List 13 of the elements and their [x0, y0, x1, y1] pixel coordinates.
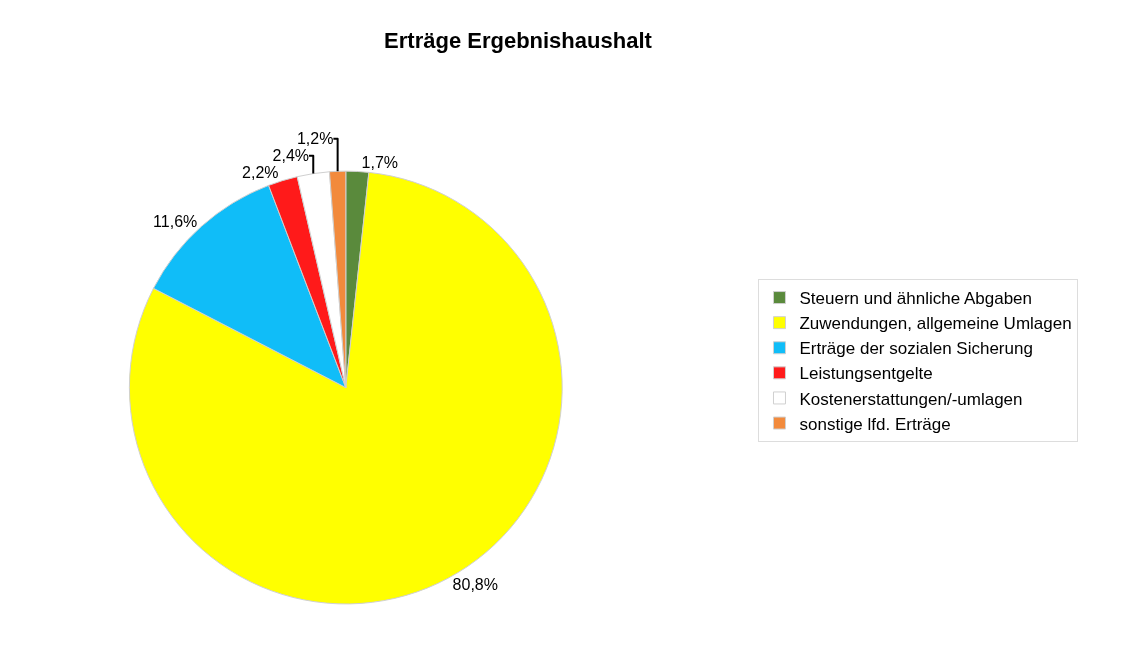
data-label: 2,4% [272, 147, 310, 165]
data-label: 1,7% [361, 154, 399, 172]
data-label: 80,8% [452, 576, 498, 594]
legend-label: Steuern und ähnliche Abgaben [799, 289, 1033, 309]
data-label: 1,2% [296, 130, 334, 148]
legend-label: Zuwendungen, allgemeine Umlagen [799, 314, 1072, 334]
legend-label: sonstige lfd. Erträge [799, 414, 951, 434]
legend-label: Leistungsentgelte [799, 364, 933, 384]
data-label: 2,2% [242, 164, 279, 182]
legend-label: Kostenerstattungen/-umlagen [799, 389, 1023, 409]
chart-title: Erträge Ergebnishaushalt [384, 27, 653, 53]
data-label: 11,6% [153, 213, 198, 231]
legend-label: Erträge der sozialen Sicherung [799, 339, 1033, 359]
